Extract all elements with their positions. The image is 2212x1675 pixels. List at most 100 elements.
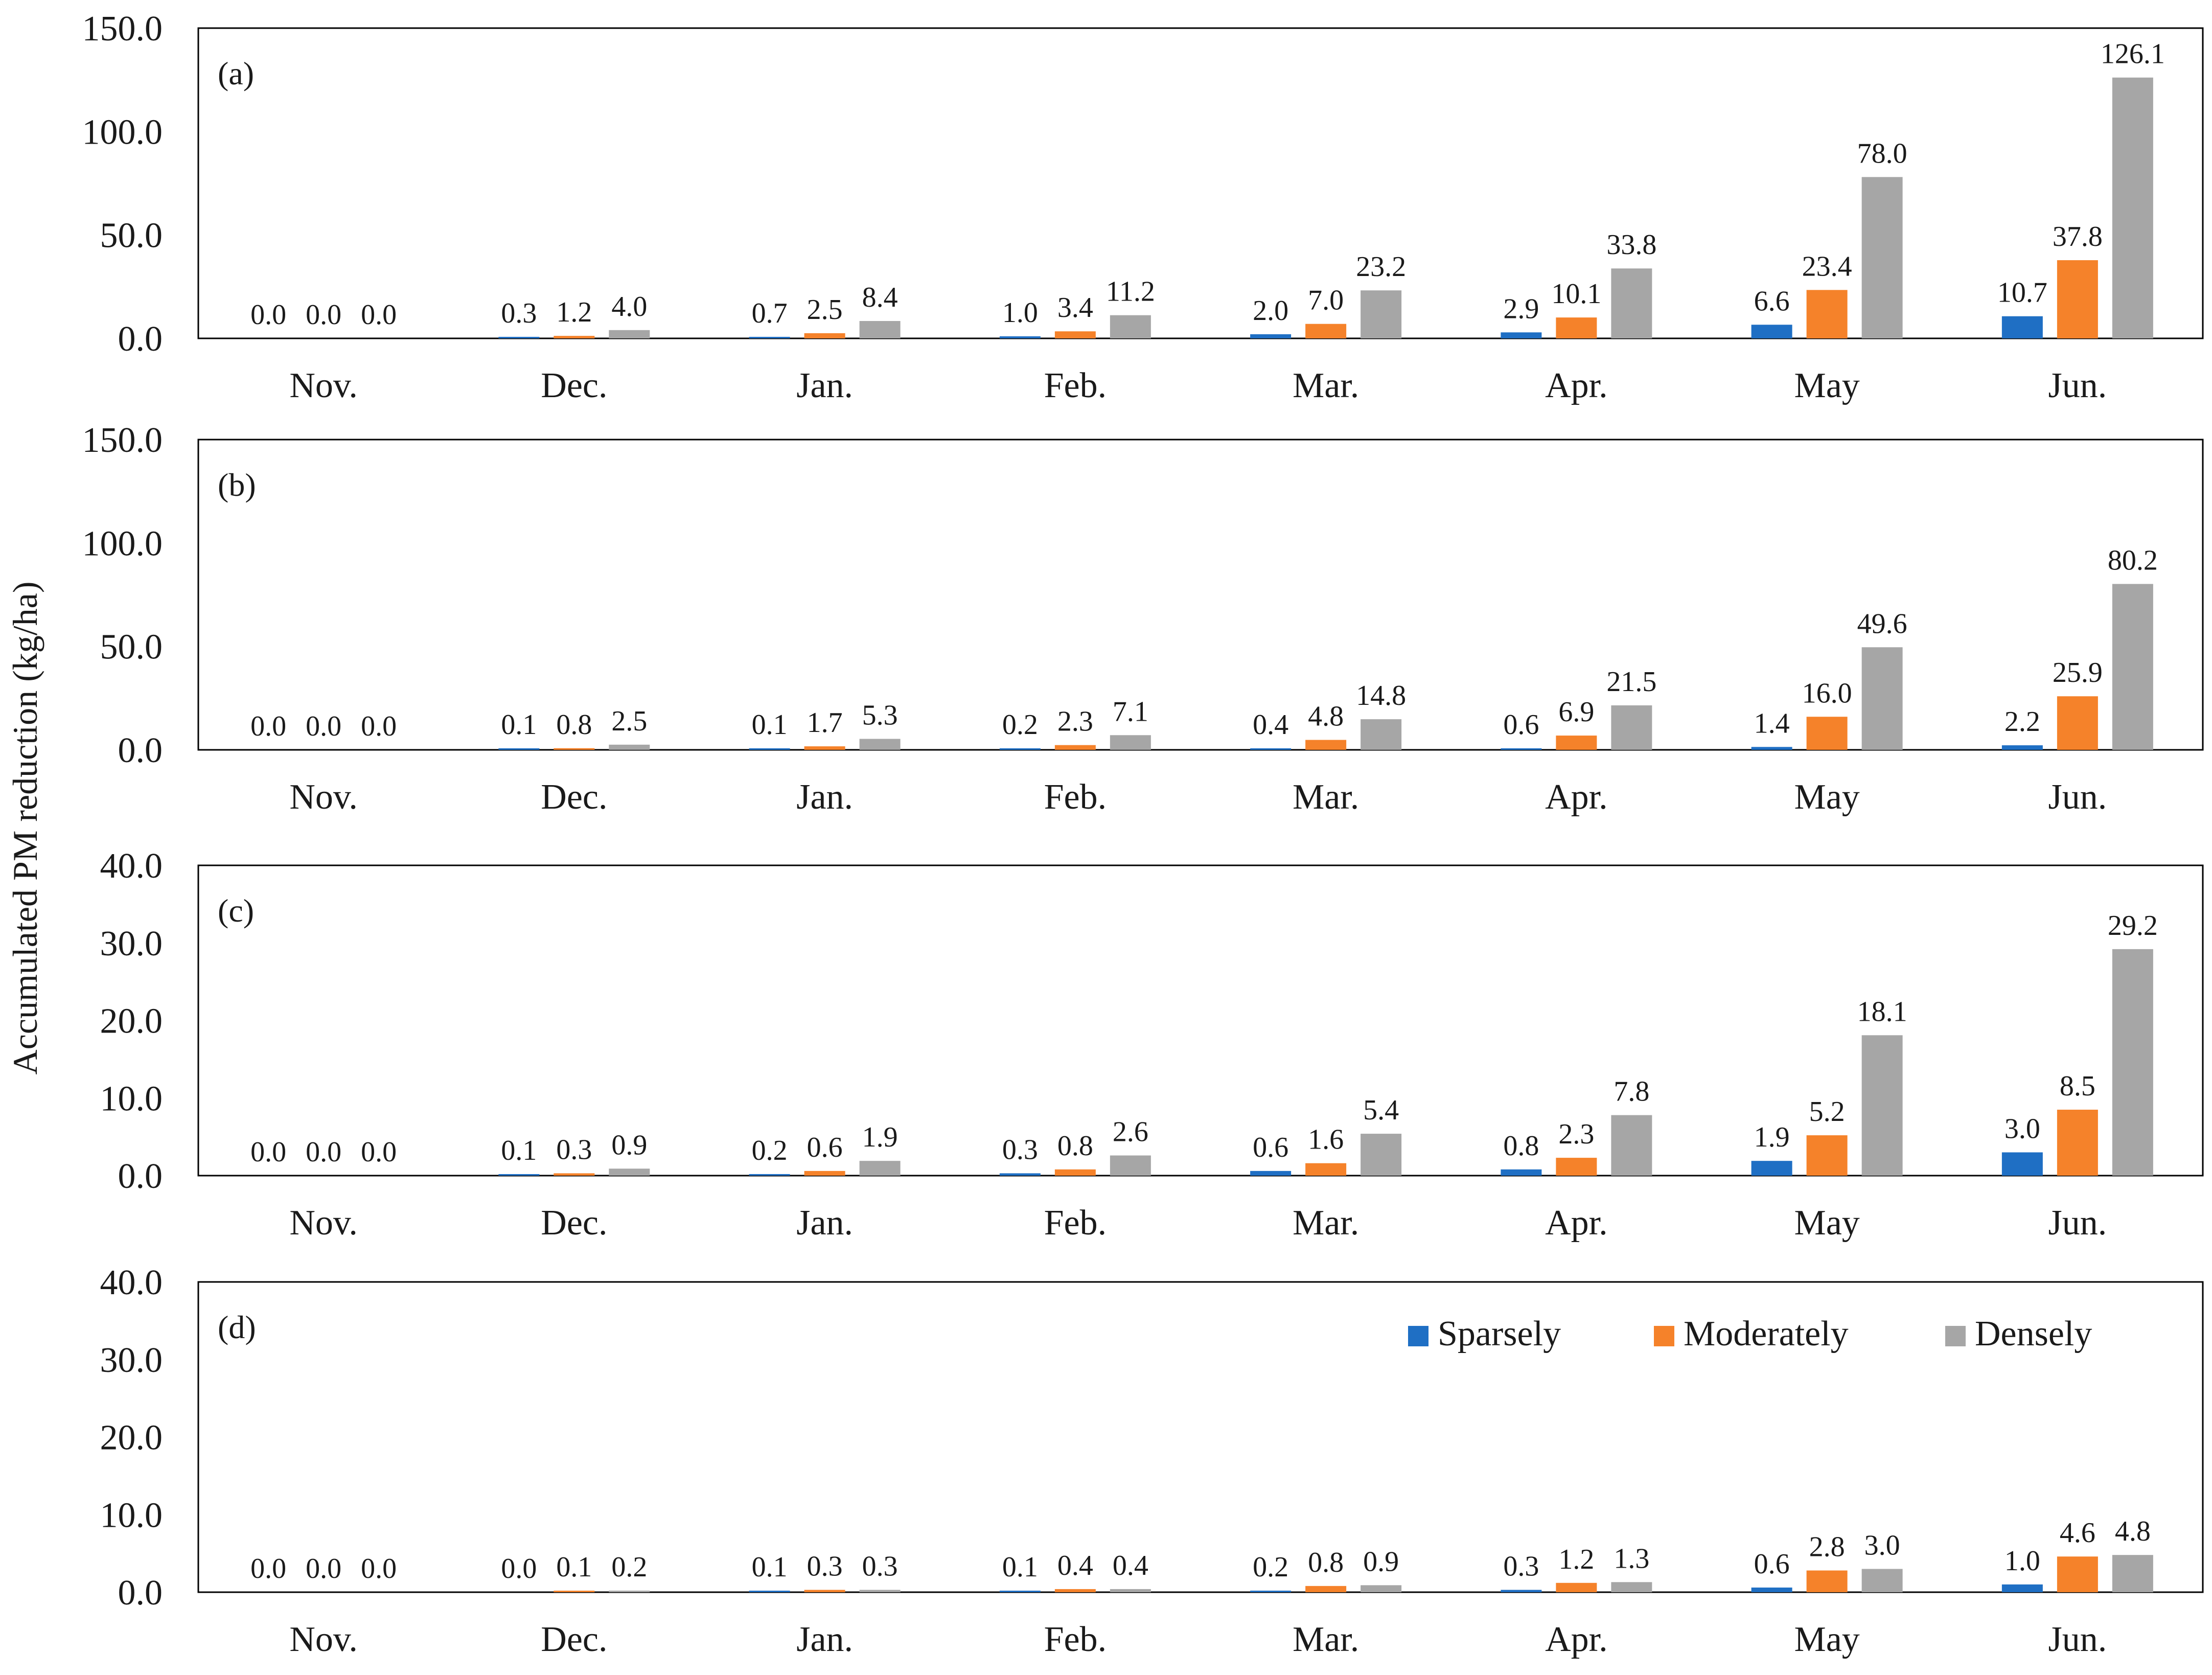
x-category-label: Jun. [2048,366,2107,405]
x-category-label: Mar. [1293,1203,1359,1243]
panel-label: (d) [218,1309,256,1345]
bar-moderately [1305,324,1347,338]
x-category-label: Dec. [541,1620,607,1659]
x-category-label: May [1794,1620,1859,1659]
data-label: 0.0 [361,1136,397,1168]
data-label: 2.9 [1503,293,1539,325]
bar-moderately [804,746,845,750]
data-label: 1.2 [1558,1544,1594,1575]
x-category-label: Dec. [541,1203,607,1243]
data-label: 0.3 [1002,1134,1038,1165]
plot-frame [197,439,2204,751]
data-label: 18.1 [1857,996,1907,1027]
data-label: 0.2 [1002,709,1038,741]
bar-densely [1611,1582,1652,1592]
x-category-label: May [1794,1203,1859,1243]
data-label: 10.7 [1997,277,2047,309]
y-tick-label: 0.0 [118,319,163,359]
data-label: 0.8 [1308,1547,1344,1578]
data-label: 1.2 [556,296,592,328]
bar-densely [1611,1115,1652,1176]
bar-moderately [2057,1110,2098,1176]
data-label: 0.0 [306,1136,341,1168]
data-label: 0.6 [1253,1132,1288,1163]
data-label: 0.0 [501,1553,537,1585]
y-tick-label: 0.0 [118,1573,163,1613]
y-tick-label: 20.0 [100,1002,163,1041]
bar-moderately [2057,1556,2098,1592]
data-label: 0.2 [752,1135,788,1166]
bar-moderately [1305,1586,1347,1592]
x-category-label: Mar. [1293,366,1359,405]
bar-densely [1611,268,1652,338]
y-tick-label: 50.0 [100,216,163,256]
x-category-label: Apr. [1545,1203,1608,1243]
panel-a: (a) 0.0 50.0 100.0 150.0 Nov. 0.0 0.0 0.0 Dec. 0.3… [82,9,2204,405]
bar-sparsely [2001,1152,2043,1176]
data-label: 0.1 [501,1135,537,1166]
bar-densely [1110,1155,1151,1176]
data-label: 0.3 [807,1550,843,1582]
panel-c: (c) 0.0 10.0 20.0 30.0 40.0 Nov. 0.0 0.0 0.0 Dec. 0… [100,846,2204,1243]
bar-densely [1110,735,1151,750]
bar-sparsely [1250,334,1292,338]
data-label: 0.3 [556,1134,592,1165]
x-category-label: Apr. [1545,777,1608,817]
data-label: 0.8 [1503,1130,1539,1162]
data-label: 16.0 [1802,677,1852,709]
data-label: 5.3 [862,700,898,731]
data-label: 1.4 [1754,707,1790,739]
data-label: 7.1 [1113,696,1148,727]
bar-sparsely [1250,1590,1292,1592]
data-label: 6.6 [1754,285,1790,317]
data-label: 4.8 [2115,1516,2151,1547]
data-label: 0.1 [752,1551,788,1583]
x-category-label: Apr. [1545,1620,1608,1659]
bar-sparsely [1751,325,1792,338]
y-tick-label: 0.0 [118,731,163,770]
data-label: 0.3 [501,297,537,329]
bar-sparsely [2001,745,2043,750]
bar-sparsely [1751,1587,1792,1592]
bar-densely [2112,949,2153,1176]
bar-sparsely [498,337,540,338]
bar-sparsely [1250,748,1292,750]
data-label: 0.1 [1002,1551,1038,1583]
data-label: 2.5 [807,294,843,326]
data-label: 0.0 [361,299,397,331]
bar-moderately [554,1591,595,1592]
plot-frame [197,27,2204,339]
bar-densely [1861,1035,1903,1176]
bar-sparsely [999,1591,1041,1592]
y-tick-label: 0.0 [118,1157,163,1196]
data-label: 0.9 [1363,1546,1399,1577]
data-label: 2.2 [2004,706,2040,738]
data-label: 7.0 [1308,285,1344,316]
data-label: 5.4 [1363,1094,1399,1126]
y-tick-label: 30.0 [100,1341,163,1380]
data-label: 0.8 [1057,1130,1093,1162]
bar-sparsely [1501,1169,1542,1176]
bar-sparsely [999,1173,1041,1176]
bar-moderately [804,333,845,338]
x-category-label: May [1794,777,1859,817]
data-label: 0.8 [556,709,592,741]
y-tick-label: 100.0 [82,524,163,563]
data-label: 6.9 [1558,696,1594,728]
bar-sparsely [1751,1161,1792,1176]
bar-sparsely [498,1174,540,1176]
data-label: 2.6 [1113,1116,1148,1148]
data-label: 1.9 [862,1121,898,1153]
data-label: 29.2 [2108,910,2158,942]
data-label: 0.0 [306,710,341,742]
data-label: 0.9 [611,1129,647,1161]
bar-moderately [1556,1582,1597,1592]
bar-densely [859,1590,901,1592]
data-label: 0.2 [1253,1551,1288,1583]
data-label: 2.3 [1558,1118,1594,1150]
bar-moderately [804,1171,845,1176]
bar-densely [859,321,901,338]
bar-sparsely [1751,747,1792,750]
